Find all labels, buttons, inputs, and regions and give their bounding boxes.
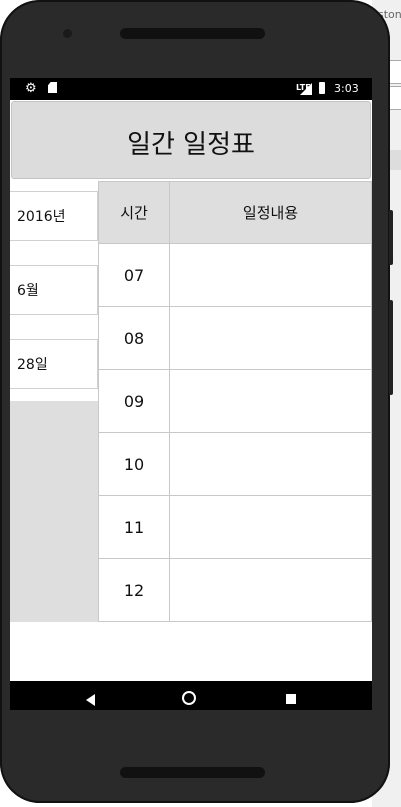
row-time: 12 [98, 559, 169, 622]
row-time: 08 [98, 307, 169, 370]
row-content[interactable] [169, 559, 372, 622]
row-content[interactable] [169, 496, 372, 559]
volume-button[interactable] [389, 300, 393, 395]
row-time: 11 [98, 496, 169, 559]
table-row: 11 [98, 496, 372, 559]
row-time: 07 [98, 244, 169, 307]
table-row: 09 [98, 370, 372, 433]
emulator-frame: ⚙ LTE 3:03 일간 일정표 2016년 6월 28일 시간 일정내용 0… [0, 0, 393, 803]
date-panel: 2016년 6월 28일 [10, 181, 98, 622]
table-row: 08 [98, 307, 372, 370]
header-content: 일정내용 [169, 181, 372, 244]
row-time: 10 [98, 433, 169, 496]
page-title: 일간 일정표 [127, 130, 255, 160]
table-row: 07 [98, 244, 372, 307]
row-content[interactable] [169, 370, 372, 433]
schedule-table: 시간 일정내용 07 08 09 10 11 [98, 181, 372, 622]
row-time: 09 [98, 370, 169, 433]
status-bar: ⚙ LTE 3:03 [10, 78, 372, 100]
day-field[interactable]: 28일 [10, 339, 98, 389]
back-icon[interactable] [86, 694, 95, 706]
table-row: 10 [98, 433, 372, 496]
recent-apps-icon[interactable] [286, 694, 296, 704]
status-time: 3:03 [334, 82, 359, 95]
row-content[interactable] [169, 433, 372, 496]
home-icon[interactable] [182, 691, 196, 705]
sd-card-icon [48, 82, 57, 93]
signal-icon [300, 83, 312, 95]
top-speaker [120, 28, 265, 39]
header-time: 시간 [98, 181, 169, 244]
power-button[interactable] [389, 210, 393, 265]
month-field[interactable]: 6월 [10, 265, 98, 315]
desktop-control [388, 150, 401, 170]
year-field[interactable]: 2016년 [10, 191, 98, 241]
table-header: 시간 일정내용 [98, 181, 372, 244]
camera-icon [63, 29, 72, 38]
device-screen: ⚙ LTE 3:03 일간 일정표 2016년 6월 28일 시간 일정내용 0… [10, 78, 372, 710]
settings-icon: ⚙ [25, 81, 37, 96]
bottom-speaker [120, 767, 265, 778]
battery-icon [319, 82, 325, 94]
row-content[interactable] [169, 307, 372, 370]
table-row: 12 [98, 559, 372, 622]
app-title-bar: 일간 일정표 [11, 101, 371, 179]
row-content[interactable] [169, 244, 372, 307]
